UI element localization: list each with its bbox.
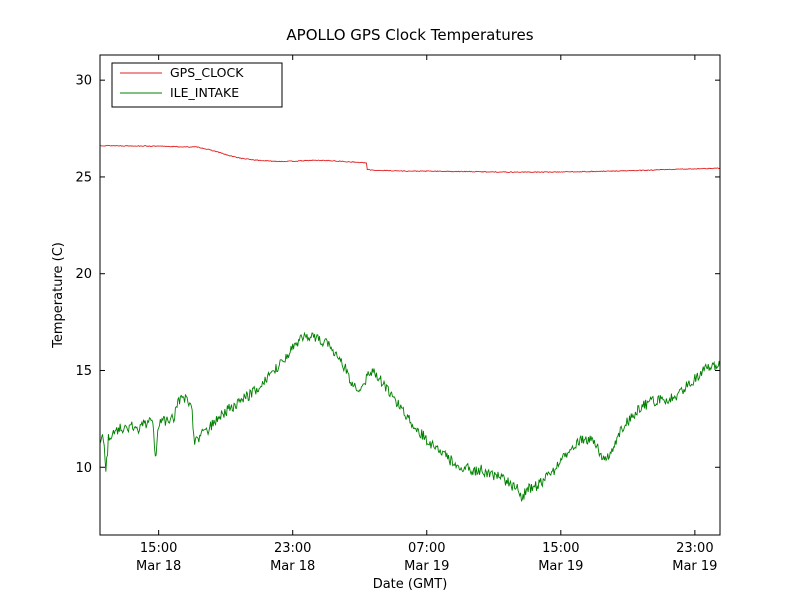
x-tick-time: 23:00 [274, 541, 311, 556]
y-tick-label: 10 [75, 461, 92, 476]
x-tick-time: 07:00 [408, 541, 445, 556]
legend-label: ILE_INTAKE [170, 85, 239, 100]
chart-title: APOLLO GPS Clock Temperatures [286, 26, 533, 44]
y-tick-label: 25 [75, 170, 92, 185]
legend-label: GPS_CLOCK [170, 65, 244, 80]
series-line-gps-clock [99, 144, 721, 174]
y-axis-label: Temperature (C) [51, 242, 66, 349]
y-tick-label: 20 [75, 267, 92, 282]
x-tick-date: Mar 18 [136, 559, 181, 574]
x-tick-time: 15:00 [140, 541, 177, 556]
plot-frame [99, 54, 721, 536]
x-tick-date: Mar 19 [672, 559, 717, 574]
x-tick-time: 23:00 [676, 541, 713, 556]
y-tick-label: 30 [75, 74, 92, 89]
x-tick-date: Mar 18 [270, 559, 315, 574]
x-axis-label: Date (GMT) [373, 577, 448, 592]
series-line-ile-intake [99, 331, 721, 502]
y-tick-label: 15 [75, 364, 92, 379]
x-tick-date: Mar 19 [404, 559, 449, 574]
x-tick-date: Mar 19 [538, 559, 583, 574]
x-tick-time: 15:00 [542, 541, 579, 556]
plot-area: 15:00 Mar 18 23:00 Mar 18 07:00 Mar 19 15:00 Ma… [75, 54, 721, 574]
legend-box [111, 62, 283, 108]
